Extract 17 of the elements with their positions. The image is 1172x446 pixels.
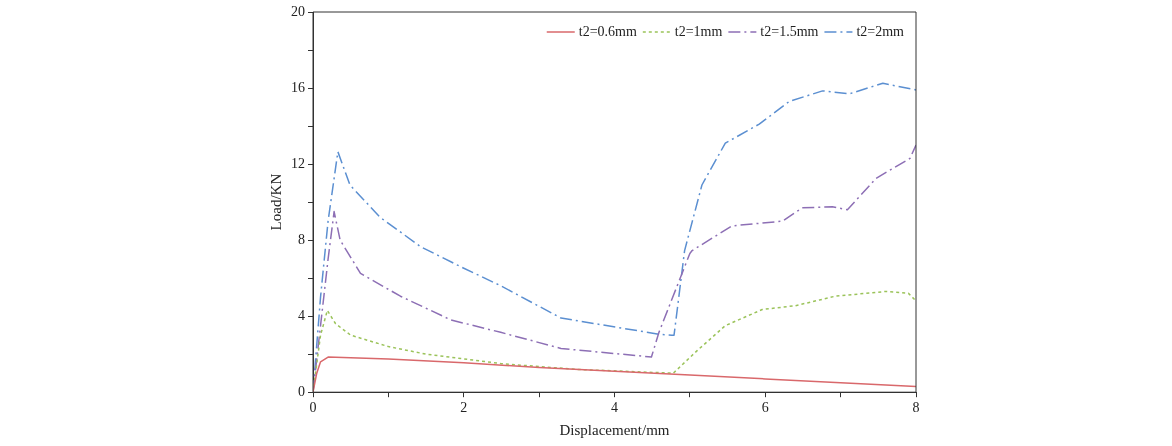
x-tick-label: 6 <box>761 400 769 416</box>
legend-label: t2=1mm <box>674 23 723 39</box>
y-tick-label: 0 <box>298 383 305 399</box>
x-tick-label: 8 <box>912 400 920 416</box>
legend-label: t2=2mm <box>856 23 905 39</box>
x-tick-label: 2 <box>460 400 468 416</box>
y-tick-label: 4 <box>298 307 305 323</box>
y-tick-label: 20 <box>291 3 305 19</box>
legend-label: t2=0.6mm <box>578 23 637 39</box>
legend-label: t2=1.5mm <box>760 23 819 39</box>
x-axis-title: Displacement/mm <box>559 421 670 438</box>
y-axis-title: Load/KN <box>267 173 284 231</box>
x-tick-label: 4 <box>611 400 618 416</box>
y-tick-label: 8 <box>298 231 305 247</box>
x-tick-label: 0 <box>309 400 317 416</box>
y-tick-label: 12 <box>291 155 305 171</box>
y-tick-label: 16 <box>291 79 305 95</box>
